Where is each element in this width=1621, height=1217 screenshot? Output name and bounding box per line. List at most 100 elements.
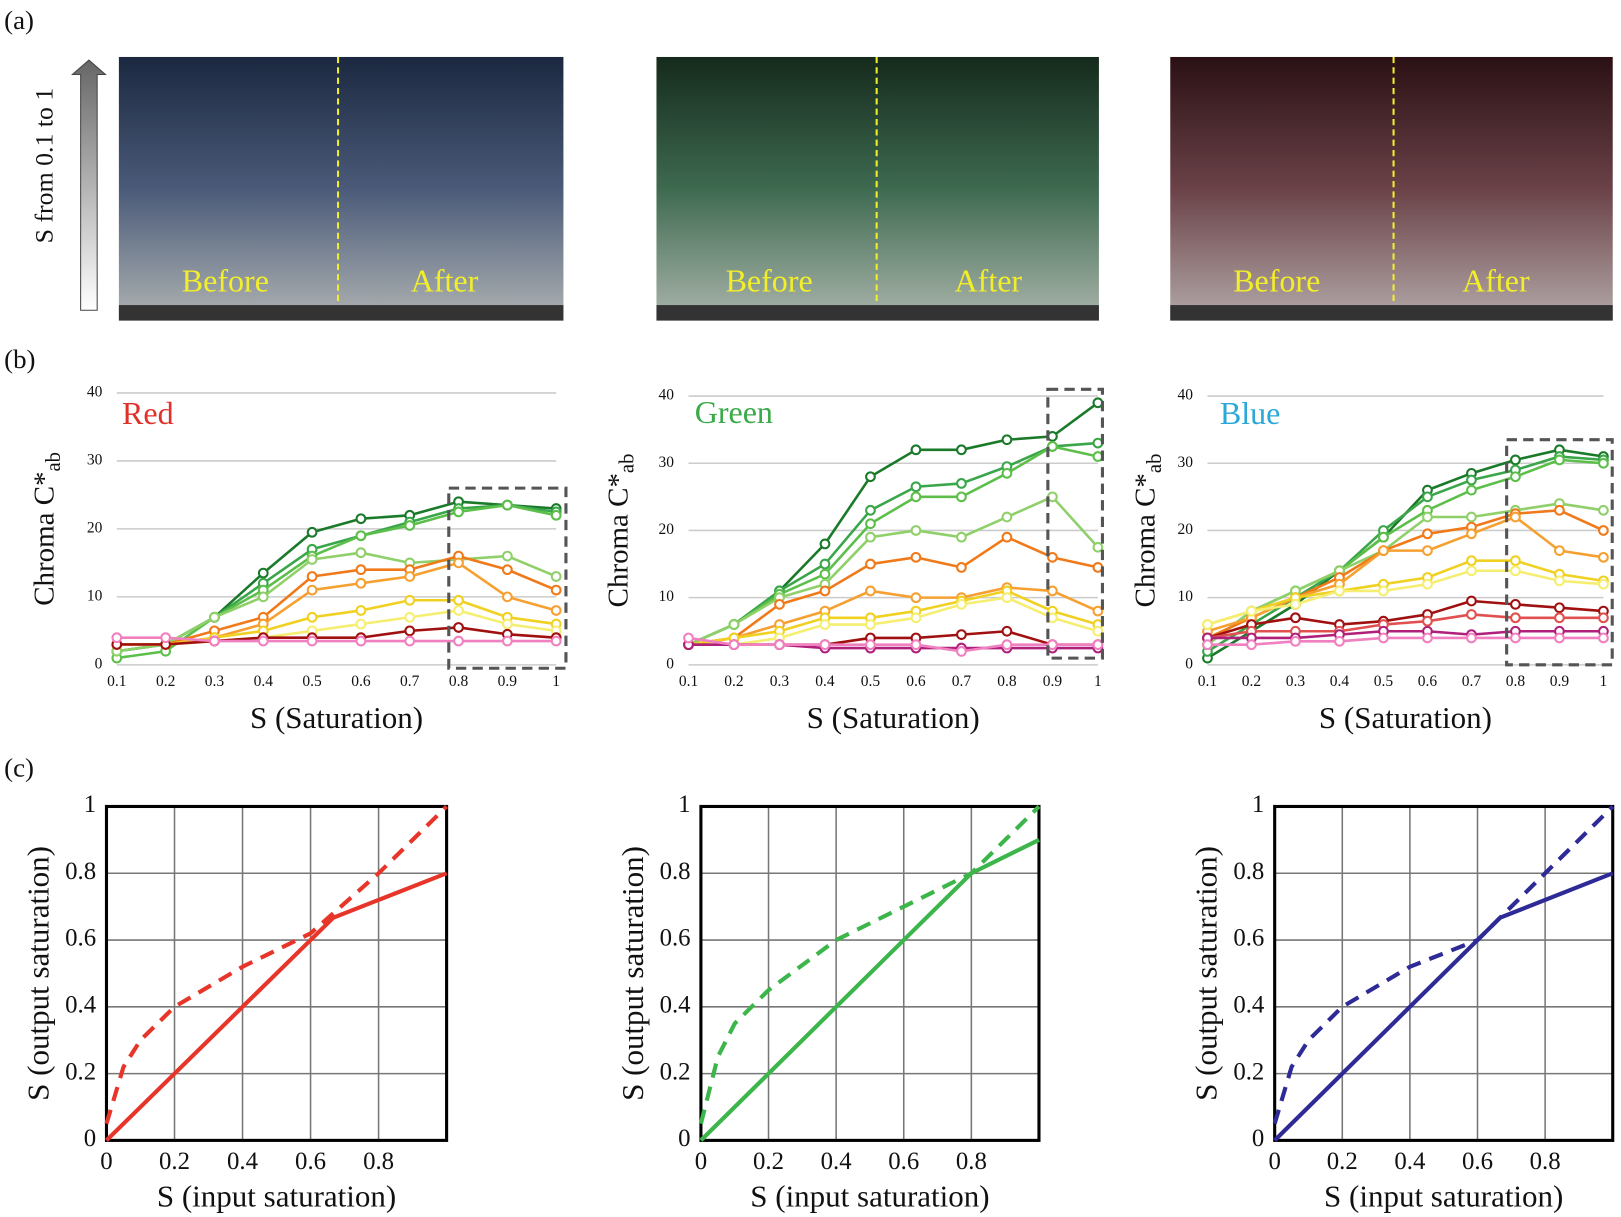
data-point	[865, 585, 876, 597]
chart: 0 0.2 0.4 0.6 0.8 1 0 0.2 0.4 0.6 0.8 S (input satu…	[20, 791, 449, 1213]
data-point	[1092, 625, 1104, 637]
y-tick-label: 20	[1178, 521, 1194, 538]
data-point	[453, 594, 464, 606]
data-point	[355, 635, 367, 647]
y-axis-label-text: Chroma C*	[1129, 473, 1161, 607]
y-tick-label: 0.4	[1233, 992, 1265, 1019]
series-line	[116, 554, 557, 646]
data-point	[1047, 585, 1058, 597]
series-line	[688, 535, 1099, 646]
y-axis-label: S (output saturation)	[615, 846, 650, 1101]
data-point	[1047, 639, 1058, 651]
x-tick-label: 0.6	[351, 673, 371, 690]
data-point	[910, 551, 922, 563]
data-point	[1422, 511, 1433, 523]
x-tick-label: 1	[1094, 673, 1102, 690]
data-point	[956, 491, 967, 503]
series-line	[1207, 599, 1604, 640]
data-point	[1246, 605, 1257, 617]
x-tick-label: 0.4	[815, 673, 835, 690]
series-line	[116, 500, 557, 653]
frame	[1273, 804, 1615, 1142]
y-axis-label: S (output saturation)	[1189, 846, 1224, 1101]
data-point	[1001, 625, 1013, 637]
x-tick-label: 0.9	[1043, 673, 1063, 690]
data-point	[1466, 632, 1477, 644]
data-point	[501, 635, 513, 647]
data-point	[355, 513, 367, 525]
data-point	[355, 605, 367, 616]
data-point	[501, 550, 513, 562]
data-point	[1510, 471, 1521, 483]
data-point	[1510, 511, 1521, 523]
data-point	[1598, 551, 1609, 563]
chart-title: Red	[122, 395, 174, 431]
data-point	[910, 639, 922, 651]
panel-label: (c)	[4, 752, 34, 782]
data-point	[1598, 612, 1609, 624]
x-tick-label: 0.9	[498, 673, 518, 690]
y-tick-label: 0.8	[1233, 858, 1264, 885]
series-line	[105, 871, 448, 1142]
y-tick-label: 40	[87, 384, 103, 401]
x-tick-label: 0.2	[724, 673, 743, 690]
y-tick-label: 0	[1252, 1125, 1264, 1152]
y-tick-label: 30	[659, 454, 675, 471]
y-tick-label: 40	[659, 387, 675, 404]
series-line	[1207, 613, 1604, 640]
data-point	[956, 562, 967, 573]
y-axis-label-text: S (output saturation)	[20, 846, 55, 1101]
x-tick-label: 1	[1600, 673, 1608, 690]
x-tick-label: 0.4	[1330, 673, 1350, 690]
data-point	[1422, 578, 1433, 590]
y-tick-label: 0.6	[660, 925, 691, 952]
x-tick-label: 0.6	[295, 1148, 326, 1175]
y-tick-label: 40	[1178, 387, 1194, 404]
series-line	[688, 596, 1099, 646]
arrow-label: S from 0.1 to 1	[29, 88, 58, 244]
data-point	[355, 547, 367, 559]
photo: Before After	[1170, 56, 1613, 321]
photo-label: Before	[1233, 263, 1320, 299]
series-line	[1207, 629, 1604, 640]
x-tick-label: 0.2	[159, 1148, 190, 1175]
data-point	[257, 591, 269, 603]
data-point	[956, 444, 967, 456]
data-point	[1334, 635, 1345, 647]
x-tick-label: 0.6	[1462, 1148, 1493, 1175]
series-line	[116, 626, 557, 646]
chart: 0 0.2 0.4 0.6 0.8 1 0 0.2 0.4 0.6 0.8 S (input satu…	[1189, 791, 1615, 1213]
x-tick-label: 0.2	[1327, 1148, 1358, 1175]
y-tick-label: 0	[95, 655, 103, 672]
data-point	[1001, 639, 1013, 651]
photo-label: After	[1462, 263, 1530, 299]
x-tick-label: 0.7	[1462, 673, 1482, 690]
y-tick-label: 20	[659, 521, 675, 538]
data-point	[404, 611, 416, 623]
x-tick-label: 0.3	[205, 673, 225, 690]
photo-label: After	[955, 263, 1023, 299]
x-tick-label: 0	[695, 1148, 707, 1175]
data-point	[306, 635, 318, 647]
y-axis-label-text: S (output saturation)	[615, 846, 650, 1101]
data-point	[1510, 454, 1521, 466]
data-point	[1092, 605, 1104, 617]
data-point	[1092, 541, 1104, 553]
x-tick-label: 0.4	[821, 1148, 853, 1175]
data-point	[1466, 565, 1477, 577]
data-point	[404, 520, 416, 531]
data-point	[819, 619, 831, 630]
data-point	[111, 632, 123, 644]
data-point	[956, 531, 967, 543]
photo: Before After	[656, 56, 1099, 321]
data-point	[956, 646, 967, 657]
x-tick-label: 1	[552, 673, 560, 690]
data-point	[774, 639, 785, 651]
data-point	[865, 471, 876, 483]
x-tick-label: 0	[1268, 1148, 1280, 1175]
data-point	[1378, 545, 1389, 556]
data-point	[1598, 632, 1609, 644]
y-tick-label: 30	[87, 451, 103, 468]
data-point	[910, 525, 922, 536]
data-point	[501, 564, 513, 576]
